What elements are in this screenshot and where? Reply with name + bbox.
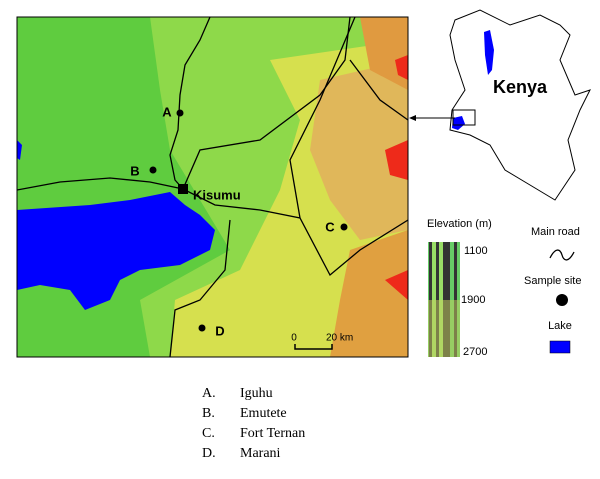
lake-symbol (549, 340, 571, 354)
list-marker: A. (202, 386, 216, 401)
legend: Elevation (m) 1100 1900 2700 Main road S… (427, 218, 581, 358)
list-marker: B. (202, 406, 215, 421)
road (289, 17, 356, 219)
site-label: D (215, 323, 224, 338)
site-label: B (130, 163, 139, 178)
city-label: Kisumu (193, 187, 241, 202)
city-marker (178, 184, 188, 194)
lake-turkana (484, 30, 494, 75)
scale-end: 20 km (326, 333, 353, 344)
site-marker (149, 166, 157, 174)
lake-victoria (452, 116, 465, 130)
site-symbol (556, 294, 568, 306)
lake (17, 140, 22, 160)
peak (395, 55, 408, 80)
elevation-tick: 2700 (463, 346, 487, 358)
country-label: Kenya (493, 77, 548, 97)
site-list: A. Iguhu B. Emutete C. Fort Ternan D. Ma… (202, 386, 305, 461)
list-marker: D. (202, 446, 216, 461)
site-label: C (325, 219, 335, 234)
road (17, 177, 408, 277)
lake-victoria (17, 192, 215, 310)
peak (385, 140, 408, 180)
elevation-tick: 1100 (464, 245, 488, 257)
arrow-head (409, 115, 416, 121)
list-name: Marani (240, 446, 281, 461)
elevation-map (17, 17, 408, 357)
roads (17, 17, 408, 357)
map-frame (16, 16, 409, 358)
peak (385, 270, 408, 300)
sites: A B C D Kisumu (130, 104, 348, 338)
scale-start: 0 (291, 333, 297, 344)
site-marker (176, 109, 184, 117)
road (182, 17, 351, 190)
elevation-tick: 1900 (461, 294, 485, 306)
upland (310, 60, 408, 240)
site-legend-label: Sample site (524, 275, 581, 287)
scale-line (294, 344, 333, 350)
site-label: A (162, 104, 172, 119)
upland (360, 17, 408, 90)
list-name: Fort Ternan (240, 426, 305, 441)
lake-label: Lake (548, 320, 572, 332)
list-name: Emutete (240, 406, 287, 421)
site-marker (198, 324, 206, 332)
elevation-title: Elevation (m) (427, 218, 492, 230)
upland (330, 230, 408, 357)
site-marker (340, 223, 348, 231)
road-symbol (549, 249, 575, 261)
road-label: Main road (531, 226, 580, 238)
road (349, 59, 408, 121)
list-name: Iguhu (240, 386, 273, 401)
kenya-outline (449, 9, 591, 201)
scale-bar: 0 20 km (291, 333, 353, 350)
road (169, 219, 231, 357)
elevation-colorbar-upper (428, 300, 460, 357)
list-marker: C. (202, 426, 215, 441)
inset: Kenya (409, 9, 591, 201)
